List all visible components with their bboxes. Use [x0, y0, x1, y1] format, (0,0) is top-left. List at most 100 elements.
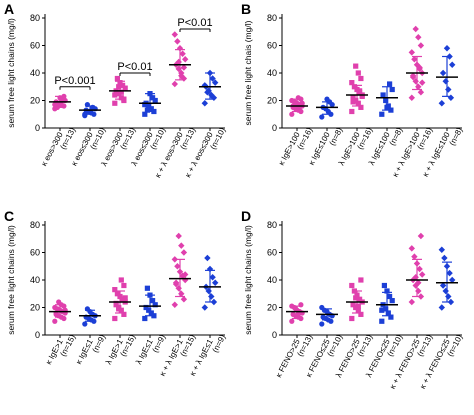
y-tick-label: 60	[267, 248, 277, 258]
y-tick-label: 80	[267, 220, 277, 230]
data-point	[446, 269, 453, 277]
data-point	[447, 94, 455, 101]
data-point	[212, 79, 219, 86]
panel-label: C	[4, 208, 14, 224]
data-point	[174, 263, 181, 270]
data-point	[179, 50, 186, 57]
data-point	[148, 106, 154, 112]
data-point	[350, 302, 356, 308]
data-point	[180, 64, 188, 71]
data-point	[174, 38, 181, 45]
data-point	[350, 95, 356, 101]
data-point	[171, 256, 178, 263]
data-point	[350, 99, 356, 105]
data-point	[142, 111, 148, 117]
data-point	[146, 307, 152, 313]
data-point	[324, 96, 330, 102]
data-point	[380, 92, 386, 98]
data-point	[409, 72, 417, 79]
data-point	[353, 295, 359, 301]
data-point	[416, 64, 423, 71]
data-point	[419, 79, 426, 86]
data-point	[201, 100, 208, 107]
data-point	[52, 102, 58, 108]
panel-d: D 0 20 40 60 80 serum free light chains (mg/l)…	[241, 208, 465, 391]
data-point	[172, 279, 180, 286]
data-point	[415, 34, 422, 41]
data-point	[118, 95, 124, 101]
panel-a: A 0 20 40 60 80 serum free light chains (mg/l)…	[4, 1, 228, 179]
y-tick-label: 60	[30, 41, 40, 51]
data-point	[204, 254, 211, 262]
data-point	[438, 304, 445, 311]
data-point	[146, 103, 152, 109]
y-tick-label: 40	[267, 68, 277, 78]
data-point	[144, 107, 150, 113]
data-point	[417, 232, 425, 240]
data-point	[419, 271, 426, 278]
y-tick-label: 80	[30, 13, 40, 23]
data-point	[358, 311, 364, 317]
data-point	[212, 279, 219, 286]
data-point	[438, 100, 445, 107]
data-point	[355, 307, 361, 313]
x-label-count: (n=8)	[388, 126, 405, 147]
data-point	[182, 56, 189, 63]
y-tick-label: 40	[267, 275, 277, 285]
category-group: λ IgE>1(n=15)	[104, 277, 138, 366]
data-point	[150, 95, 156, 101]
data-point	[383, 97, 389, 104]
y-tick-label: 0	[272, 123, 277, 133]
data-point	[122, 85, 128, 91]
data-point	[388, 314, 394, 320]
data-point	[411, 253, 418, 260]
data-point	[416, 265, 423, 273]
data-point	[114, 75, 120, 82]
data-point	[353, 63, 359, 69]
data-point	[116, 306, 122, 312]
data-point	[349, 315, 355, 322]
data-point	[112, 315, 118, 322]
y-tick-label: 0	[35, 330, 40, 340]
y-axis-label: serum free light chains (mg/l)	[6, 18, 16, 128]
data-point	[82, 111, 88, 117]
data-point	[379, 307, 385, 313]
data-point	[113, 300, 119, 306]
category-group: κ + λ IgE≤100(n=8)	[421, 45, 465, 178]
y-tick-label: 80	[30, 220, 40, 230]
data-point	[355, 100, 361, 106]
y-tick-label: 20	[267, 303, 277, 313]
x-label-count: (n=8)	[328, 126, 345, 147]
category-group: κ + λ IgE>1(n=15)	[158, 232, 198, 378]
y-tick-label: 0	[272, 330, 277, 340]
x-label-count: (n=9)	[211, 333, 228, 354]
data-point	[114, 291, 120, 297]
data-point	[415, 287, 422, 295]
data-point	[439, 69, 447, 77]
y-tick-label: 20	[30, 303, 40, 313]
data-point	[319, 321, 325, 327]
category-group: κ IgE≤1(n=9)	[74, 306, 108, 366]
p-value-label: P<0.001	[54, 75, 95, 87]
data-point	[381, 282, 387, 289]
data-point	[116, 84, 122, 90]
data-point	[379, 111, 385, 117]
category-group: λ IgE>100(n=16)	[337, 63, 375, 167]
data-point	[349, 108, 355, 115]
y-tick-label: 20	[30, 96, 40, 106]
data-point	[148, 310, 154, 316]
significance-bracket: P<0.001	[54, 75, 96, 90]
data-point	[349, 80, 355, 86]
data-point	[445, 293, 452, 300]
data-point	[383, 306, 389, 312]
data-point	[438, 246, 445, 253]
x-label-count: (n=9)	[151, 333, 168, 354]
data-point	[204, 89, 211, 96]
data-point	[357, 296, 363, 302]
data-point	[443, 45, 451, 52]
significance-bracket: P<0.01	[117, 61, 153, 76]
data-point	[209, 274, 216, 281]
data-point	[417, 42, 425, 49]
data-point	[290, 311, 296, 317]
data-point	[171, 31, 178, 38]
